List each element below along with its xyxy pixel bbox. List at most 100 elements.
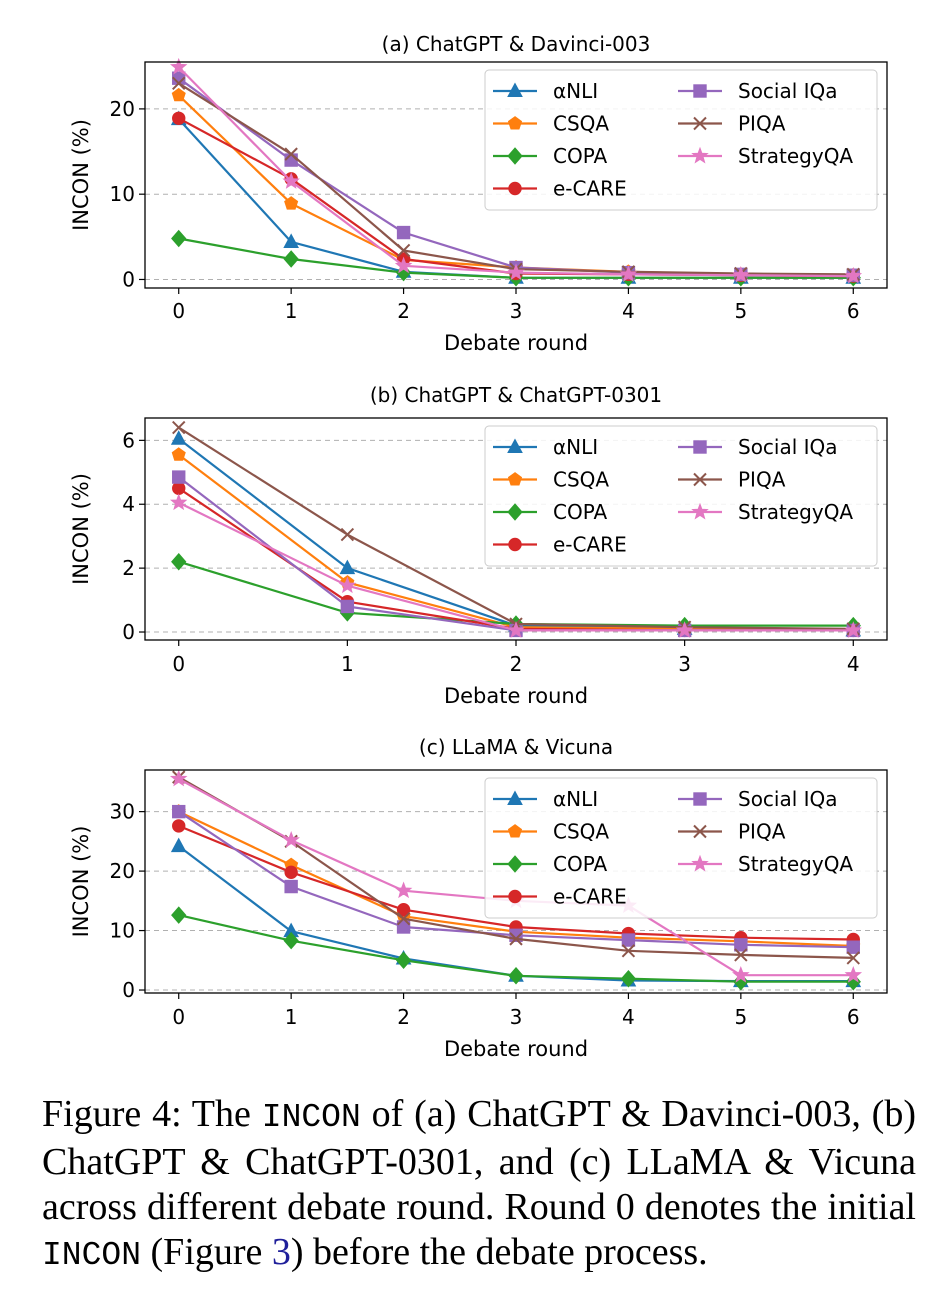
x-tick-label: 3 xyxy=(510,299,523,323)
legend-marker xyxy=(693,792,707,806)
legend-entry-SocialIQa: Social IQa xyxy=(678,79,838,103)
legend-label: e-CARE xyxy=(553,533,627,557)
y-tick-label: 4 xyxy=(122,492,135,516)
caption-lead: Figure 4: The xyxy=(42,1093,262,1135)
legend-marker xyxy=(507,147,523,165)
data-point xyxy=(171,229,187,248)
data-point xyxy=(283,233,299,248)
series-SocialIQa xyxy=(172,804,860,954)
legend-box xyxy=(484,69,878,211)
data-point xyxy=(395,951,412,970)
legend-label: e-CARE xyxy=(553,177,627,201)
legend-entry-eCARE: e-CARE xyxy=(493,533,627,557)
data-point xyxy=(172,819,186,833)
chart-panel-0: (a) ChatGPT & Davinci-003 0 10 20 0 1 2 3 4 5 6 Deb… xyxy=(69,32,888,355)
x-tick-label: 2 xyxy=(397,1005,410,1029)
legend-entry-aNLI: αNLI xyxy=(493,79,598,103)
legend-label: StrategyQA xyxy=(738,852,853,876)
series-COPA xyxy=(171,906,861,991)
data-point xyxy=(394,256,413,274)
legend-marker xyxy=(507,824,523,838)
data-point xyxy=(284,865,298,879)
data-point xyxy=(338,576,357,594)
data-point xyxy=(507,621,525,638)
data-point xyxy=(169,493,188,511)
data-point xyxy=(170,430,187,445)
legend-entry-CSQA: CSQA xyxy=(493,468,609,492)
data-point xyxy=(620,969,637,988)
legend-label: COPA xyxy=(553,852,607,876)
y-tick-label: 0 xyxy=(122,978,135,1002)
x-tick-label: 0 xyxy=(172,652,185,676)
legend-label: COPA xyxy=(553,500,607,524)
legend-entry-aNLI: αNLI xyxy=(493,787,598,811)
series-StrategyQA xyxy=(169,57,863,284)
data-point xyxy=(846,951,860,965)
x-tick-label: 2 xyxy=(510,652,523,676)
data-point xyxy=(339,559,356,575)
data-point xyxy=(621,933,636,947)
legend-label: e-CARE xyxy=(553,885,627,909)
legend-label: CSQA xyxy=(553,112,609,136)
legend-marker xyxy=(691,502,709,520)
data-point xyxy=(844,965,863,983)
data-point xyxy=(284,147,298,161)
y-tick-label: 10 xyxy=(110,182,135,206)
x-tick-label: 1 xyxy=(285,299,298,323)
figure-caption: Figure 4: The INCON of (a) ChatGPT & Dav… xyxy=(42,1092,916,1278)
x-tick-label: 5 xyxy=(734,299,747,323)
legend-label: αNLI xyxy=(553,435,598,459)
legend-entry-CSQA: CSQA xyxy=(493,112,609,136)
legend-marker xyxy=(693,440,707,454)
legend-entry-PIQA: PIQA xyxy=(678,112,786,136)
legend-marker xyxy=(693,84,707,98)
legend-entry-COPA: COPA xyxy=(493,852,607,876)
caption-middle: of (a) ChatGPT & Davinci-003, (b) ChatGP… xyxy=(42,1093,916,1228)
x-tick-label: 1 xyxy=(341,652,354,676)
data-point xyxy=(170,837,187,853)
legend-marker xyxy=(507,790,523,805)
legend-label: PIQA xyxy=(738,112,786,136)
data-point xyxy=(172,76,186,91)
data-point xyxy=(846,940,860,954)
plot-frame xyxy=(144,61,888,289)
data-point xyxy=(284,879,298,894)
data-point xyxy=(508,966,524,985)
x-tick-label: 0 xyxy=(172,1005,185,1029)
legend: αNLI CSQA COPA e-CARE Social IQa PIQA Strategy… xyxy=(484,425,878,567)
legend-label: COPA xyxy=(553,144,607,168)
x-axis-label: Debate round xyxy=(444,1037,588,1061)
x-tick-label: 6 xyxy=(847,1005,860,1029)
x-tick-label: 3 xyxy=(678,652,691,676)
figure-3-link[interactable]: 3 xyxy=(271,1231,291,1273)
data-point xyxy=(172,481,186,495)
legend-marker xyxy=(507,503,523,521)
legend-label: αNLI xyxy=(553,79,598,103)
legend: αNLI CSQA COPA e-CARE Social IQa PIQA Strategy… xyxy=(484,777,878,919)
y-tick-label: 20 xyxy=(110,859,135,883)
x-tick-label: 6 xyxy=(847,299,860,323)
legend-box xyxy=(484,425,878,567)
legend-marker xyxy=(508,889,522,904)
y-tick-label: 0 xyxy=(122,267,135,291)
y-axis-label: INCON (%) xyxy=(69,119,93,231)
data-point xyxy=(171,552,187,571)
data-point xyxy=(619,265,638,282)
legend-entry-SocialIQa: Social IQa xyxy=(678,787,838,811)
legend-label: Social IQa xyxy=(738,435,838,459)
legend-label: αNLI xyxy=(553,787,598,811)
plot-frame xyxy=(144,769,888,994)
chart-title: (c) LLaMA & Vicuna xyxy=(419,735,613,759)
data-point xyxy=(396,903,411,917)
legend-marker xyxy=(693,824,707,839)
legend-label: Social IQa xyxy=(738,79,838,103)
data-point xyxy=(732,965,750,983)
data-point xyxy=(621,944,636,958)
data-point xyxy=(844,621,863,638)
legend-marker xyxy=(508,181,522,196)
legend-marker xyxy=(508,537,522,552)
caption-incon-term: INCON xyxy=(261,1099,361,1136)
plot-frame xyxy=(144,417,888,641)
y-tick-label: 0 xyxy=(122,620,135,644)
x-tick-label: 1 xyxy=(285,1005,298,1029)
